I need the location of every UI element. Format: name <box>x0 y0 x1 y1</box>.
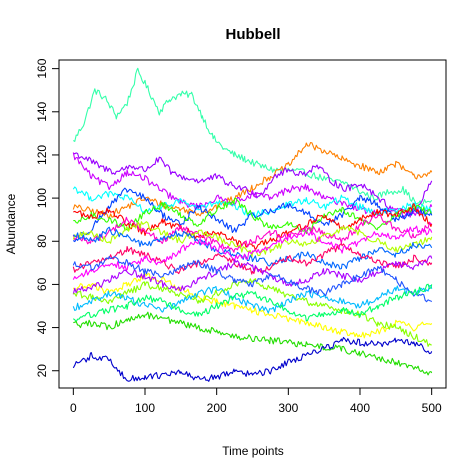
x-tick-label: 0 <box>70 401 77 415</box>
series-line-15 <box>72 255 433 295</box>
series-line-21 <box>72 336 433 382</box>
series-line-1 <box>73 67 433 206</box>
series-line-10 <box>72 221 433 258</box>
x-tick-label: 300 <box>278 401 298 415</box>
y-axis-label: Abundance <box>4 193 18 254</box>
y-tick-label: 60 <box>35 277 49 291</box>
series-line-12 <box>72 243 433 275</box>
series-line-17 <box>72 284 433 314</box>
series-line-14 <box>72 273 433 339</box>
series-layer <box>72 67 433 382</box>
series-line-8 <box>73 203 433 251</box>
series-line-16 <box>73 278 432 347</box>
y-tick-label: 160 <box>35 58 49 78</box>
series-line-6 <box>72 187 433 243</box>
y-axis: 20 40 60 80 100 120 140 160 <box>35 58 60 378</box>
series-line-19 <box>72 283 433 323</box>
series-line-3 <box>73 152 433 219</box>
series-line-11 <box>72 226 433 270</box>
series-line-13 <box>72 225 433 280</box>
y-tick-label: 20 <box>35 364 49 378</box>
x-tick-label: 400 <box>350 401 370 415</box>
y-tick-label: 140 <box>35 101 49 121</box>
y-tick-label: 100 <box>35 188 49 208</box>
series-line-20 <box>73 311 433 376</box>
series-line-9 <box>72 214 432 253</box>
y-tick-label: 40 <box>35 321 49 335</box>
x-tick-label: 200 <box>207 401 227 415</box>
x-tick-label: 500 <box>422 401 442 415</box>
chart-title: Hubbell <box>226 26 281 43</box>
series-line-18 <box>72 256 433 303</box>
y-tick-label: 120 <box>35 145 49 165</box>
x-axis: 0 100 200 300 400 500 <box>70 387 442 415</box>
x-axis-label: Time points <box>222 444 284 458</box>
x-tick-label: 100 <box>135 401 155 415</box>
y-tick-label: 80 <box>35 234 49 248</box>
